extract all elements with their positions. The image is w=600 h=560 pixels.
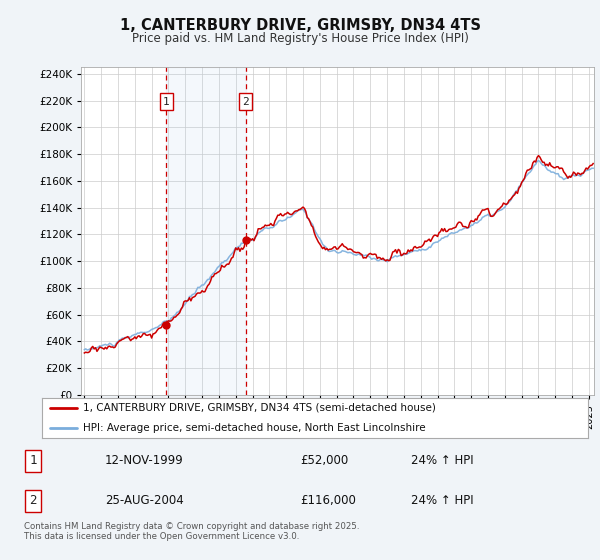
- Text: 1, CANTERBURY DRIVE, GRIMSBY, DN34 4TS: 1, CANTERBURY DRIVE, GRIMSBY, DN34 4TS: [119, 18, 481, 34]
- Text: Price paid vs. HM Land Registry's House Price Index (HPI): Price paid vs. HM Land Registry's House …: [131, 32, 469, 45]
- Text: 24% ↑ HPI: 24% ↑ HPI: [411, 494, 473, 507]
- Text: £116,000: £116,000: [300, 494, 356, 507]
- Text: Contains HM Land Registry data © Crown copyright and database right 2025.
This d: Contains HM Land Registry data © Crown c…: [24, 522, 359, 542]
- Text: 1: 1: [163, 96, 170, 106]
- Bar: [166, 67, 245, 395]
- Text: 2: 2: [242, 96, 249, 106]
- Text: £52,000: £52,000: [300, 454, 348, 467]
- Text: 1: 1: [29, 454, 37, 467]
- Text: 24% ↑ HPI: 24% ↑ HPI: [411, 454, 473, 467]
- Text: 2: 2: [29, 494, 37, 507]
- Text: 1, CANTERBURY DRIVE, GRIMSBY, DN34 4TS (semi-detached house): 1, CANTERBURY DRIVE, GRIMSBY, DN34 4TS (…: [83, 403, 436, 413]
- Text: 25-AUG-2004: 25-AUG-2004: [105, 494, 184, 507]
- Text: HPI: Average price, semi-detached house, North East Lincolnshire: HPI: Average price, semi-detached house,…: [83, 423, 425, 433]
- Text: 12-NOV-1999: 12-NOV-1999: [105, 454, 184, 467]
